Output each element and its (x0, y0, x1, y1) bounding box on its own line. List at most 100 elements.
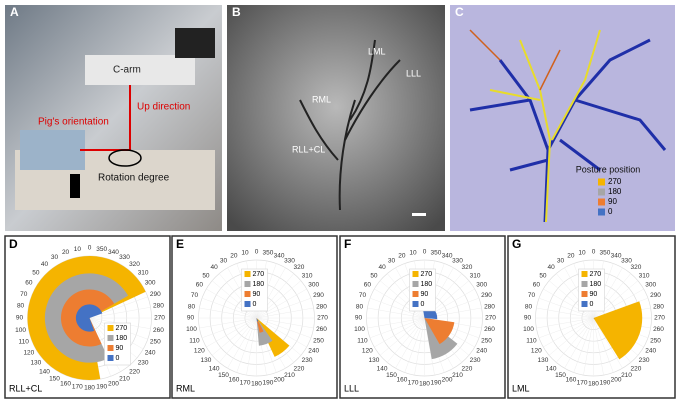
legend-swatch (581, 291, 588, 297)
angle-tick-label: 110 (357, 337, 368, 344)
grid-spoke (256, 288, 307, 319)
legend-label: 270 (253, 271, 265, 278)
grid-spoke (211, 317, 257, 356)
angle-tick-label: 180 (84, 385, 95, 392)
angle-tick-label: 90 (355, 315, 363, 322)
angle-tick-label: 320 (630, 264, 641, 271)
tree (469, 29, 561, 91)
angle-tick-label: 0 (423, 249, 427, 256)
angle-tick-label: 200 (274, 377, 285, 384)
angle-tick-label: 160 (396, 377, 407, 384)
angle-tick-label: 90 (16, 315, 24, 322)
wedge (593, 318, 595, 319)
grid-spoke (379, 280, 425, 319)
angle-tick-label: 110 (19, 339, 30, 346)
grid-spoke (199, 317, 257, 329)
legend-swatch (581, 281, 588, 287)
panel-letter: D (9, 237, 18, 251)
angle-tick-label: 50 (32, 270, 40, 277)
grid-spoke (227, 317, 257, 369)
panel-frame (339, 235, 506, 399)
chart-title: LLL (344, 383, 359, 393)
legend-swatch (412, 291, 419, 297)
legend-swatch (412, 271, 419, 277)
grid-spoke (593, 317, 614, 373)
angle-tick-label: 270 (317, 315, 328, 322)
wedge (256, 318, 264, 333)
angle-tick-label: 120 (194, 348, 205, 355)
grid-spoke (201, 297, 257, 319)
legend-label: 270 (421, 271, 433, 278)
angle-tick-label: 20 (567, 253, 575, 260)
angle-tick-label: 220 (630, 365, 641, 372)
panel-b: B LML LLL RML RLL+CL (227, 5, 445, 231)
legend-swatch (412, 301, 419, 307)
angle-tick-label: 340 (611, 253, 622, 260)
angle-tick-label: 0 (88, 245, 92, 252)
angle-tick-label: 310 (302, 272, 313, 279)
angle-tick-label: 220 (129, 368, 140, 375)
tree (469, 38, 667, 223)
label: LLL (406, 68, 421, 78)
grid-spoke (404, 317, 425, 373)
angle-tick-label: 190 (263, 380, 274, 387)
angle-tick-label: 160 (228, 377, 239, 384)
grid-spoke (256, 307, 314, 319)
angle-tick-label: 320 (461, 264, 472, 271)
grid-spoke (206, 317, 257, 348)
angle-tick-label: 350 (600, 250, 611, 257)
angle-tick-label: 40 (41, 261, 49, 268)
angle-tick-label: 350 (263, 250, 274, 257)
angle-tick-label: 100 (15, 327, 26, 334)
legend-swatch (244, 291, 251, 297)
angle-tick-label: 40 (547, 264, 555, 271)
grid-spoke (246, 317, 257, 376)
angle-tick-label: 140 (546, 365, 557, 372)
legend-swatch (598, 188, 605, 196)
angle-tick-label: 250 (650, 337, 661, 344)
angle-tick-label: 30 (557, 258, 565, 265)
grid-spoke (367, 317, 425, 329)
panel-letter: F (344, 237, 351, 251)
angle-tick-label: 270 (654, 315, 665, 322)
grid-spoke (379, 317, 425, 356)
angle-tick-label: 120 (531, 348, 542, 355)
angle-tick-label: 280 (316, 303, 327, 310)
angle-tick-label: 50 (539, 272, 547, 279)
grid-spoke (543, 317, 594, 348)
angle-tick-label: 320 (293, 264, 304, 271)
angle-tick-label: 290 (150, 291, 161, 298)
grid-spoke (369, 317, 425, 339)
angle-tick-label: 100 (354, 326, 365, 333)
legend-swatch (598, 208, 605, 216)
angle-tick-label: 180 (251, 381, 262, 388)
angle-tick-label: 150 (386, 372, 397, 379)
wedge (256, 318, 259, 322)
angle-tick-label: 140 (209, 365, 220, 372)
angle-tick-label: 70 (359, 292, 367, 299)
label: RLL+CL (292, 144, 325, 154)
angle-tick-label: 50 (202, 272, 210, 279)
panel-a: A C-arm Up direction Pig's orientation R… (5, 5, 222, 231)
grid-spoke (583, 317, 594, 376)
angle-tick-label: 190 (600, 380, 611, 387)
angle-tick-label: 260 (153, 327, 164, 334)
angle-tick-label: 160 (565, 377, 576, 384)
angle-tick-label: 250 (481, 337, 492, 344)
grid-spoke (593, 280, 639, 319)
angle-tick-label: 200 (611, 377, 622, 384)
grid-spoke (395, 317, 425, 369)
legend-swatch (581, 301, 588, 307)
wedge (75, 304, 103, 332)
angle-tick-label: 180 (588, 381, 599, 388)
legend-label: 0 (590, 301, 594, 308)
angle-tick-label: 280 (484, 303, 495, 310)
grid-spoke (236, 317, 257, 373)
angle-tick-label: 260 (484, 326, 495, 333)
angle-tick-label: 20 (230, 253, 238, 260)
angle-tick-label: 80 (525, 303, 533, 310)
angle-tick-label: 300 (645, 282, 656, 289)
